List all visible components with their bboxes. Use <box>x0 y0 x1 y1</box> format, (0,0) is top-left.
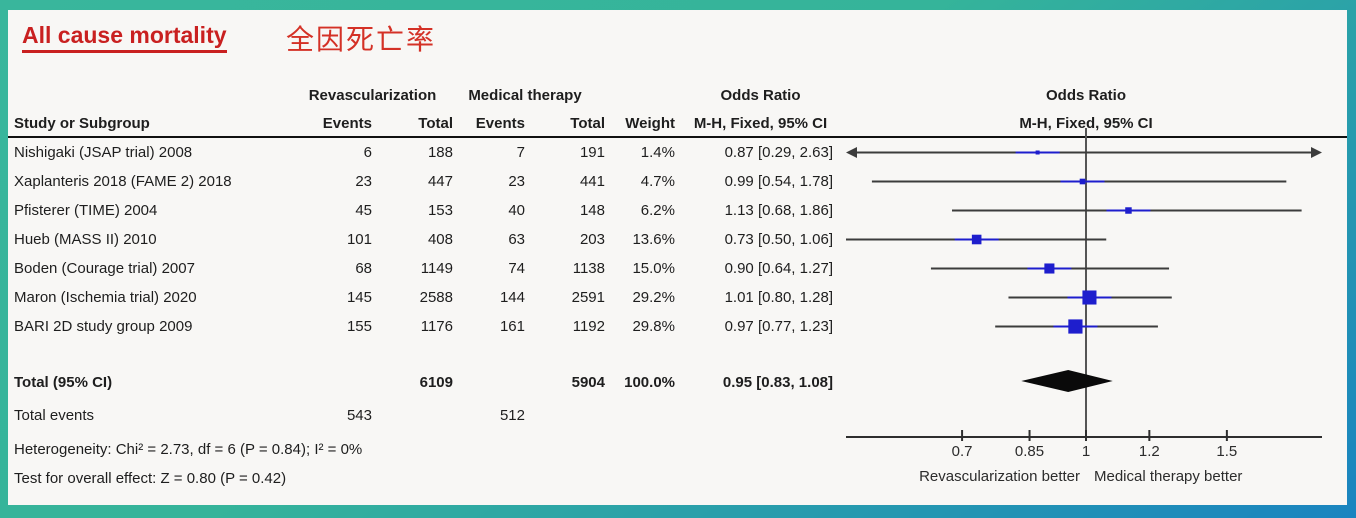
total-events-med: 512 <box>499 407 525 424</box>
study-name: Pfisterer (TIME) 2004 <box>14 202 158 219</box>
axis-tick-label: 0.85 <box>1014 443 1045 460</box>
study-total-rev: 408 <box>427 231 453 248</box>
total-rev-total: 6109 <box>419 374 453 391</box>
axis-label-left: Revascularization better <box>919 468 1080 485</box>
study-or-ci: 1.01 [0.80, 1.28] <box>724 289 833 306</box>
total-events-label: Total events <box>14 407 95 424</box>
axis-tick-label: 1 <box>1081 443 1091 460</box>
study-events-rev: 145 <box>346 289 372 306</box>
table-column-header-row: Study or Subgroup Events Total Events To… <box>8 114 1347 134</box>
study-total-med: 441 <box>579 173 605 190</box>
total-label: Total (95% CI) <box>14 374 113 391</box>
study-name: Nishigaki (JSAP trial) 2008 <box>14 144 193 161</box>
study-total-med: 203 <box>579 231 605 248</box>
study-events-med: 144 <box>499 289 525 306</box>
study-row: Boden (Courage trial) 2007 68 1149 74 11… <box>8 254 1347 283</box>
study-total-rev: 188 <box>427 144 453 161</box>
study-total-rev: 1176 <box>420 318 453 335</box>
study-name: Maron (Ischemia trial) 2020 <box>14 289 197 306</box>
column-group-revascularization: Revascularization <box>308 87 437 104</box>
study-or-ci: 1.13 [0.68, 1.86] <box>724 202 833 219</box>
study-row: Maron (Ischemia trial) 2020 145 2588 144… <box>8 283 1347 312</box>
study-total-rev: 447 <box>427 173 453 190</box>
column-header-total-med: Total <box>570 115 605 132</box>
study-row: Xaplanteris 2018 (FAME 2) 2018 23 447 23… <box>8 167 1347 196</box>
study-weight: 1.4% <box>640 144 675 161</box>
study-total-med: 1138 <box>572 260 605 277</box>
study-weight: 29.2% <box>632 289 675 306</box>
column-header-total-rev: Total <box>418 115 453 132</box>
study-events-rev: 23 <box>355 173 372 190</box>
study-total-med: 2591 <box>571 289 605 306</box>
study-name: Boden (Courage trial) 2007 <box>14 260 195 277</box>
study-or-ci: 0.73 [0.50, 1.06] <box>724 231 833 248</box>
study-row: Hueb (MASS II) 2010 101 408 63 203 13.6%… <box>8 225 1347 254</box>
study-weight: 6.2% <box>640 202 675 219</box>
study-weight: 13.6% <box>632 231 675 248</box>
study-weight: 4.7% <box>640 173 675 190</box>
column-header-or-ci: M-H, Fixed, 95% CI <box>693 115 828 132</box>
axis-tick-label: 1.2 <box>1138 443 1160 460</box>
column-header-or-ci-plot: M-H, Fixed, 95% CI <box>1019 115 1153 132</box>
study-total-med: 191 <box>579 144 605 161</box>
total-events-rev: 543 <box>346 407 372 424</box>
study-name: BARI 2D study group 2009 <box>14 318 193 335</box>
study-total-med: 148 <box>579 202 605 219</box>
study-weight: 15.0% <box>632 260 675 277</box>
table-group-header-row: Revascularization Medical therapy Odds R… <box>8 86 1347 106</box>
study-events-rev: 6 <box>363 144 372 161</box>
header-divider-line <box>8 136 1347 138</box>
total-events-row: Total events 543 512 <box>8 405 1347 427</box>
study-name: Hueb (MASS II) 2010 <box>14 231 157 248</box>
total-med-total: 5904 <box>571 374 605 391</box>
study-events-med: 63 <box>508 231 525 248</box>
total-weight: 100.0% <box>624 374 675 391</box>
odds-ratio-text-header: Odds Ratio <box>720 87 801 104</box>
study-row: Pfisterer (TIME) 2004 45 153 40 148 6.2%… <box>8 196 1347 225</box>
heterogeneity-text: Heterogeneity: Chi² = 2.73, df = 6 (P = … <box>14 441 363 458</box>
overall-effect-text: Test for overall effect: Z = 0.80 (P = 0… <box>14 470 287 487</box>
study-row: BARI 2D study group 2009 155 1176 161 11… <box>8 312 1347 341</box>
odds-ratio-plot-header: Odds Ratio <box>1045 87 1126 104</box>
study-or-ci: 0.97 [0.77, 1.23] <box>724 318 833 335</box>
study-events-rev: 68 <box>355 260 372 277</box>
column-header-events-rev: Events <box>322 115 372 132</box>
axis-label-right: Medical therapy better <box>1094 468 1243 485</box>
column-header-weight: Weight <box>625 115 675 132</box>
study-events-med: 7 <box>516 144 525 161</box>
study-total-rev: 1149 <box>420 260 453 277</box>
study-events-rev: 45 <box>355 202 372 219</box>
study-events-rev: 101 <box>346 231 372 248</box>
page-title-chinese: 全因死亡率 <box>286 24 437 55</box>
study-events-med: 74 <box>508 260 525 277</box>
study-total-rev: 2588 <box>419 289 453 306</box>
study-events-rev: 155 <box>346 318 372 335</box>
study-or-ci: 0.99 [0.54, 1.78] <box>724 173 833 190</box>
total-row: Total (95% CI) 6109 5904 100.0% 0.95 [0.… <box>8 372 1347 394</box>
axis-tick-label: 0.7 <box>951 443 973 460</box>
study-row: Nishigaki (JSAP trial) 2008 6 188 7 191 … <box>8 138 1347 167</box>
study-or-ci: 0.90 [0.64, 1.27] <box>724 260 833 277</box>
study-events-med: 40 <box>508 202 525 219</box>
study-total-med: 1192 <box>572 318 605 335</box>
column-group-medical-therapy: Medical therapy <box>468 87 582 104</box>
study-name: Xaplanteris 2018 (FAME 2) 2018 <box>14 173 232 190</box>
forest-plot-panel: All cause mortality 全因死亡率 Revascularizat… <box>8 10 1347 505</box>
total-or-ci: 0.95 [0.83, 1.08] <box>722 374 833 391</box>
page-title: All cause mortality <box>22 22 227 53</box>
column-header-study: Study or Subgroup <box>14 115 150 132</box>
study-or-ci: 0.87 [0.29, 2.63] <box>724 144 833 161</box>
column-header-events-med: Events <box>475 115 525 132</box>
study-total-rev: 153 <box>427 202 453 219</box>
axis-tick-label: 1.5 <box>1216 443 1238 460</box>
study-weight: 29.8% <box>632 318 675 335</box>
study-events-med: 161 <box>499 318 525 335</box>
study-events-med: 23 <box>508 173 525 190</box>
